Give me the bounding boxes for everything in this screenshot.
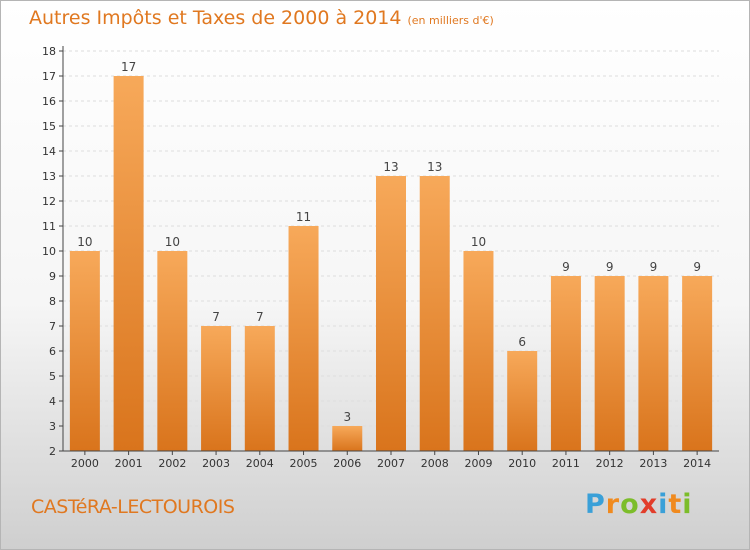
bar-value-label: 10 <box>165 235 180 249</box>
x-tick-label: 2006 <box>333 457 361 470</box>
bar-value-label: 3 <box>343 410 351 424</box>
y-tick-label: 17 <box>42 70 56 83</box>
bar-2004 <box>244 326 275 451</box>
y-tick-label: 5 <box>49 370 56 383</box>
logo-letter: P <box>585 489 606 520</box>
y-tick-label: 8 <box>49 295 56 308</box>
bars <box>69 76 713 451</box>
bar-2008 <box>419 176 450 451</box>
labels: 2 3 4 5 6 7 8 9 10 11 12 13 14 15 16 17 18 10 2000 17 2001 10… <box>42 45 711 470</box>
y-tick-label: 12 <box>42 195 56 208</box>
y-tick-label: 7 <box>49 320 56 333</box>
bar-2007 <box>376 176 406 451</box>
bar-value-label: 6 <box>518 335 526 349</box>
commune-name: CASTéRA-LECTOUROIS <box>31 496 235 518</box>
y-tick-label: 14 <box>42 145 56 158</box>
bar-2006 <box>332 426 363 451</box>
bar-2009 <box>463 251 494 451</box>
y-tick-label: 11 <box>42 220 56 233</box>
bar-2000 <box>69 251 100 451</box>
bar-2013 <box>638 276 669 451</box>
x-tick-label: 2002 <box>158 457 186 470</box>
bar-2005 <box>288 226 319 451</box>
logo-letter: t <box>668 489 683 520</box>
bar-value-label: 7 <box>212 310 220 324</box>
bar-2001 <box>113 76 144 451</box>
logo-letter: i <box>682 489 693 520</box>
chart-title-text: Autres Impôts et Taxes de 2000 à 2014 <box>29 7 402 29</box>
bar-2002 <box>157 251 188 451</box>
y-tick-label: 4 <box>49 395 56 408</box>
x-tick-label: 2000 <box>71 457 99 470</box>
y-tick-label: 13 <box>42 170 56 183</box>
bar-value-label: 10 <box>77 235 92 249</box>
y-tick-label: 6 <box>49 345 56 358</box>
y-tick-label: 3 <box>49 420 56 433</box>
y-tick-label: 15 <box>42 120 56 133</box>
bar-value-label: 13 <box>427 160 442 174</box>
x-tick-label: 2010 <box>508 457 536 470</box>
bar-2003 <box>201 326 232 451</box>
y-tick-label: 18 <box>42 45 56 58</box>
bar-2011 <box>550 276 581 451</box>
logo-letter: i <box>658 489 669 520</box>
logo-letter: r <box>605 489 621 520</box>
logo-letter: x <box>639 489 659 520</box>
x-tick-label: 2007 <box>377 457 405 470</box>
x-tick-label: 2005 <box>290 457 318 470</box>
bar-value-label: 9 <box>650 260 658 274</box>
logo-letter: o <box>620 489 640 520</box>
chart-subtitle: (en milliers d'€) <box>407 14 494 27</box>
x-tick-label: 2012 <box>596 457 624 470</box>
bar-value-label: 9 <box>606 260 614 274</box>
x-tick-label: 2009 <box>464 457 492 470</box>
x-tick-label: 2013 <box>639 457 667 470</box>
bar-2014 <box>682 276 713 451</box>
chart-title: Autres Impôts et Taxes de 2000 à 2014 (en… <box>29 7 494 29</box>
bar-value-label: 9 <box>693 260 701 274</box>
x-tick-label: 2014 <box>683 457 711 470</box>
axes <box>59 46 719 455</box>
y-tick-label: 10 <box>42 245 56 258</box>
bar-value-label: 17 <box>121 60 136 74</box>
x-tick-label: 2004 <box>246 457 274 470</box>
bar-value-label: 9 <box>562 260 570 274</box>
bar-2010 <box>507 351 538 451</box>
bar-value-label: 11 <box>296 210 311 224</box>
y-tick-label: 2 <box>49 445 56 458</box>
y-tick-label: 16 <box>42 95 56 108</box>
bar-value-label: 7 <box>256 310 264 324</box>
bar-2012 <box>594 276 625 451</box>
x-tick-label: 2003 <box>202 457 230 470</box>
x-tick-label: 2008 <box>421 457 449 470</box>
bar-value-label: 10 <box>471 235 486 249</box>
y-tick-label: 9 <box>49 270 56 283</box>
bar-value-label: 13 <box>383 160 398 174</box>
x-tick-label: 2001 <box>115 457 143 470</box>
proxiti-logo: Proxiti <box>585 489 693 520</box>
x-tick-label: 2011 <box>552 457 580 470</box>
